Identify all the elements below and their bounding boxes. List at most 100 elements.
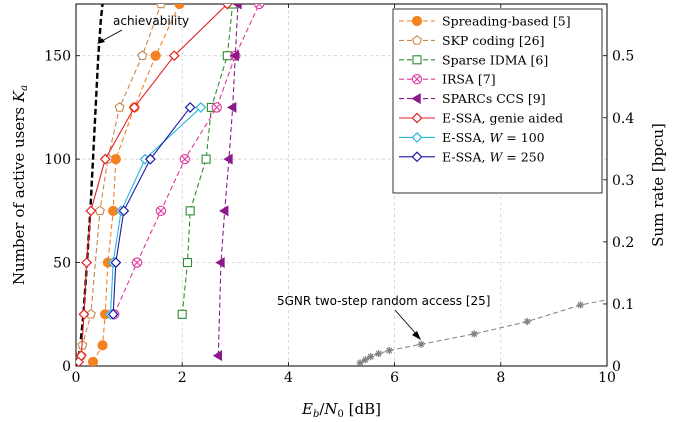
series-1-point — [94, 205, 105, 216]
x-tick-label: 6 — [390, 370, 399, 386]
series-5-point — [85, 205, 97, 217]
legend-box — [392, 8, 603, 194]
series-7-point — [144, 153, 156, 165]
series-layer — [76, 4, 607, 366]
x-tick-label: 4 — [284, 370, 293, 386]
series-2-point — [201, 154, 211, 164]
series-4-point — [215, 257, 225, 269]
series-0-point — [110, 154, 121, 165]
fivegnr-point — [367, 353, 375, 361]
y-tick-label: 100 — [44, 152, 71, 168]
y2-tick-label: 0.3 — [612, 173, 634, 189]
series-3-point — [254, 4, 265, 10]
legend-label-2: Sparse IDMA [6] — [442, 52, 548, 67]
series-4-point — [219, 205, 229, 217]
y2-axis-label: Sum rate [bpcu] — [649, 123, 667, 247]
legend: Spreading-based [5] SKP coding [26] Sparse… — [392, 8, 603, 194]
series-3-point — [131, 257, 143, 268]
y2-tick-label: 0.5 — [612, 49, 634, 65]
achievability-arrow — [99, 29, 123, 43]
y-tick-label: 50 — [53, 256, 71, 272]
legend-label-6: E-SSA, W = 100 — [442, 130, 545, 145]
series-2-point — [177, 309, 187, 319]
series-3-point — [179, 153, 191, 165]
series-4-point — [232, 4, 242, 10]
series-0-point — [150, 50, 161, 61]
series-2-point — [185, 206, 195, 216]
y2-tick-label: 0.2 — [612, 235, 634, 251]
series-1-point — [114, 102, 125, 112]
legend-marker-5 — [411, 112, 423, 124]
x-tick-label: 8 — [496, 370, 505, 386]
fivegnr-point — [417, 340, 425, 348]
plot-frame — [75, 3, 608, 367]
y2-tick-label: 0.4 — [612, 111, 634, 127]
legend-label-4: SPARCs CCS [9] — [442, 91, 546, 106]
achievability-label: achievability — [113, 14, 189, 28]
fivegnr-point — [361, 356, 369, 364]
fivegnr-line — [359, 299, 607, 364]
series-line-1 — [80, 4, 162, 356]
legend-marker-3 — [411, 74, 423, 85]
series-0-point — [174, 4, 185, 10]
series-3-point — [211, 102, 222, 113]
axis-labels: Eb/N0 [dB] Number of active users Ka Sum r… — [10, 85, 667, 420]
series-7-point — [118, 205, 130, 217]
y-tick-label: 150 — [44, 49, 71, 65]
y-axis-label: Number of active users Ka — [10, 85, 30, 285]
series-5-point — [76, 350, 87, 362]
legend-label-7: E-SSA, W = 250 — [442, 149, 545, 164]
series-5-point — [81, 257, 93, 269]
series-0-point — [87, 356, 99, 366]
series-4-point — [227, 101, 237, 113]
x-tick-label: 2 — [178, 370, 187, 386]
legend-marker-2 — [412, 55, 422, 65]
y-tick-label: 0 — [62, 359, 71, 375]
series-4-point — [212, 350, 223, 362]
series-5-point — [128, 101, 140, 113]
fivegnr-point — [375, 349, 383, 358]
y2-tick-label: 0 — [612, 359, 621, 375]
series-2-point — [182, 258, 193, 268]
legend-marker-6 — [411, 131, 423, 143]
fivegnr-point — [385, 346, 393, 355]
legend-label-5: E-SSA, genie aided — [442, 111, 563, 126]
series-6-point — [195, 101, 207, 113]
x-tick-label: 10 — [598, 370, 616, 386]
x-tick-label: 0 — [72, 370, 81, 386]
series-7-point — [107, 308, 119, 320]
achievability-curve — [76, 4, 104, 366]
fivegnr-arrow — [394, 309, 419, 337]
x-axis-label: Eb/N0 [dB] — [301, 400, 381, 420]
fivegnr-point — [356, 359, 364, 366]
series-3-point — [155, 205, 167, 217]
legend-marker-7 — [411, 151, 423, 163]
series-4-point — [223, 153, 233, 165]
series-4-point — [229, 50, 240, 62]
series-0-point — [97, 340, 108, 351]
series-line-0 — [92, 4, 181, 363]
annotations: achievability 5GNR two-step random access… — [97, 14, 491, 340]
fivegnr-point — [470, 330, 478, 338]
series-5-point — [78, 308, 90, 320]
series-5-point — [99, 153, 111, 165]
series-2-point — [228, 4, 238, 9]
legend-label-1: SKP coding [26] — [442, 33, 545, 48]
legend-label-0: Spreading-based [5] — [442, 14, 571, 29]
fivegnr-label: 5GNR two-step random access [25] — [277, 294, 491, 308]
series-5-point — [221, 4, 233, 10]
legend-marker-4 — [411, 93, 421, 105]
legend-marker-0 — [411, 15, 423, 27]
series-7-point — [184, 101, 196, 113]
fivegnr-point — [576, 301, 585, 309]
fivegnr-arrowhead — [412, 331, 421, 340]
legend-marker-1 — [411, 35, 423, 45]
series-1-point — [156, 4, 166, 9]
series-5-point — [168, 50, 180, 62]
legend-label-3: IRSA [7] — [442, 72, 496, 87]
y2-tick-label: 0.1 — [612, 297, 634, 313]
achievability-arrowhead — [97, 38, 105, 44]
series-1-point — [137, 50, 148, 60]
